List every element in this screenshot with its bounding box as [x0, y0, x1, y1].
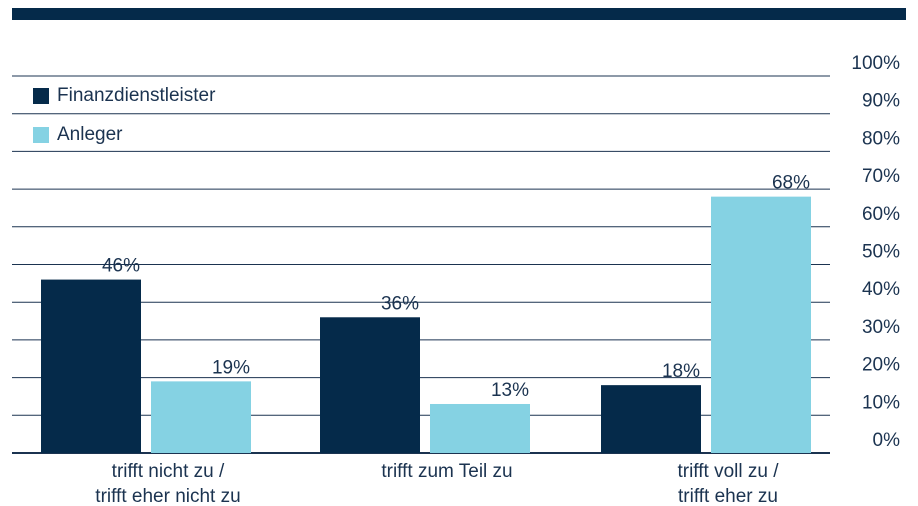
y-tick-label: 60%	[862, 204, 900, 225]
y-tick-label: 100%	[851, 53, 900, 74]
value-label: 18%	[662, 361, 700, 382]
value-label: 36%	[381, 293, 419, 314]
y-tick-label: 10%	[862, 392, 900, 413]
bar	[151, 381, 251, 453]
y-tick-label: 0%	[873, 430, 901, 451]
x-tick-label: trifft zum Teil zu	[381, 461, 512, 482]
header-bar	[12, 8, 906, 20]
y-tick-label: 20%	[862, 355, 900, 376]
y-tick-label: 70%	[862, 166, 900, 187]
x-tick-label: trifft eher zu	[678, 486, 778, 506]
bar	[711, 196, 811, 453]
value-label: 13%	[491, 380, 529, 401]
bar	[320, 317, 420, 453]
bar	[430, 403, 530, 453]
y-tick-label: 50%	[862, 242, 900, 263]
x-tick-label: trifft nicht zu /	[112, 461, 225, 482]
x-tick-label: trifft eher nicht zu	[95, 486, 240, 506]
value-label: 68%	[772, 173, 810, 194]
y-tick-label: 80%	[862, 128, 900, 149]
bar	[41, 279, 141, 453]
legend-swatch	[33, 88, 49, 104]
value-label: 19%	[212, 357, 250, 378]
legend-label: Finanzdienstleister	[57, 85, 216, 106]
legend-label: Anleger	[57, 124, 123, 145]
y-tick-label: 30%	[862, 317, 900, 338]
x-tick-label: trifft voll zu /	[677, 461, 779, 482]
legend-swatch	[33, 127, 49, 143]
y-tick-label: 40%	[862, 279, 900, 300]
bar	[601, 385, 701, 453]
y-tick-label: 90%	[862, 91, 900, 112]
value-label: 46%	[102, 256, 140, 277]
